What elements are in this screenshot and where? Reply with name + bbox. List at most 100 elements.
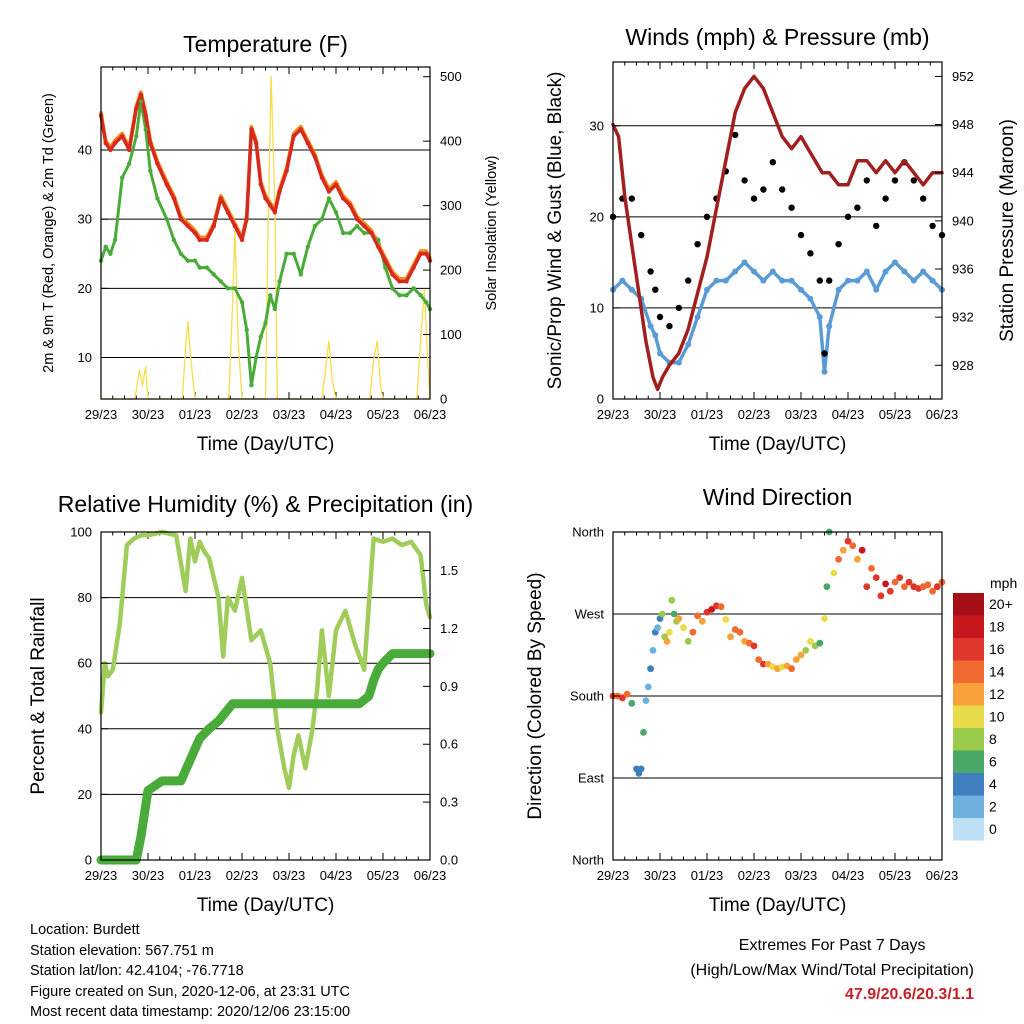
wind-point — [863, 268, 870, 275]
temp-point — [103, 140, 108, 146]
dewpoint-point — [390, 286, 395, 291]
dewpoint-point — [143, 127, 148, 132]
y-tick-label: 20 — [78, 787, 92, 802]
wind-point — [798, 286, 804, 293]
direction-point — [722, 616, 730, 623]
wind-point — [713, 277, 720, 284]
x-tick-label: 02/23 — [738, 407, 771, 422]
dewpoint-point — [362, 230, 367, 236]
wind-point — [854, 277, 861, 284]
temp-point — [272, 210, 278, 215]
y2-tick-label: 952 — [952, 69, 974, 84]
temp-point — [164, 182, 169, 187]
dewpoint-point — [232, 286, 238, 291]
temp-point — [249, 127, 254, 132]
direction-point — [788, 665, 795, 673]
dewpoint-point — [164, 217, 169, 222]
gust-point — [694, 241, 701, 248]
chart-title: Relative Humidity (%) & Precipitation (i… — [58, 491, 473, 517]
chart-panel-1: Temperature (F) 29/23 30/23 01/23 02/23 03/23… — [41, 31, 500, 455]
legend-label: 0 — [989, 821, 997, 837]
x-tick-label: 05/23 — [879, 868, 912, 883]
y-tick-label: 40 — [78, 143, 92, 158]
direction-point — [877, 592, 885, 600]
x-axis-label: Time (Day/UTC) — [709, 895, 847, 916]
x-tick-label: 29/23 — [85, 868, 118, 883]
temp-point — [211, 223, 216, 229]
x-axis-label: Time (Day/UTC) — [197, 434, 335, 455]
direction-point — [823, 583, 831, 591]
direction-point — [802, 647, 810, 654]
gust-point — [760, 186, 767, 193]
wind-point — [910, 277, 917, 284]
gust-point — [920, 195, 927, 202]
temp-point — [305, 140, 310, 146]
x-tick-label: 30/23 — [644, 407, 677, 422]
direction-point — [708, 606, 716, 613]
wind-point — [694, 314, 701, 320]
direction-point — [755, 656, 763, 663]
direction-point — [882, 580, 889, 588]
direction-point — [797, 651, 805, 659]
gust-point — [675, 304, 682, 312]
direction-point — [649, 647, 657, 654]
y2-axis-label: Solar Insolation (Yellow) — [484, 155, 500, 310]
chart-panel-4: Wind Direction 29/23 30/23 01/23 02/23 03/23 0… — [525, 484, 1017, 916]
gust-point — [826, 277, 833, 284]
dewpoint-point — [178, 251, 184, 256]
direction-point — [668, 596, 676, 604]
direction-point — [694, 612, 701, 620]
x-tick-label: 01/23 — [179, 868, 212, 883]
temp-point — [127, 147, 132, 153]
legend-swatch — [953, 818, 984, 841]
legend-label: 16 — [989, 641, 1005, 657]
dewpoint-point — [225, 286, 231, 291]
dewpoint-point — [277, 279, 282, 284]
chart-panel-3: Relative Humidity (%) & Precipitation (i… — [28, 491, 473, 916]
wind-point — [704, 286, 710, 293]
direction-point — [642, 697, 650, 704]
wind-point — [741, 259, 748, 266]
plot-frame — [100, 531, 431, 861]
gust-point — [628, 195, 635, 202]
legend-swatch — [953, 773, 984, 796]
direction-point — [835, 555, 842, 563]
dewpoint-point — [272, 306, 278, 312]
x-tick-label: 02/23 — [226, 868, 259, 883]
plot-frame — [612, 61, 943, 400]
dewpoint-point — [397, 293, 402, 298]
dewpoint-point — [103, 244, 108, 249]
dewpoint-point — [120, 175, 125, 180]
temp-point — [148, 140, 153, 146]
pressure-line — [611, 74, 944, 392]
direction-point — [821, 615, 828, 622]
dewpoint-point — [211, 272, 216, 277]
wind-point — [901, 268, 908, 275]
y-axis-label: Percent & Total Rainfall — [28, 597, 49, 794]
x-tick-label: 01/23 — [691, 868, 724, 883]
x-tick-label: 04/23 — [832, 868, 865, 883]
direction-point — [854, 555, 861, 563]
wind-point — [779, 277, 786, 284]
x-tick-label: 29/23 — [85, 407, 118, 422]
dewpoint-point — [239, 300, 245, 305]
y2-tick-label: 0.9 — [440, 679, 458, 694]
humidity-line — [98, 529, 433, 791]
direction-point — [623, 690, 631, 698]
x-tick-label: 04/23 — [832, 407, 865, 422]
legend-label: 4 — [989, 776, 997, 792]
dewpoint-point — [298, 272, 303, 277]
temp-point — [120, 134, 125, 139]
direction-point — [868, 565, 875, 572]
temp-point — [354, 217, 360, 222]
wind-point — [816, 314, 823, 320]
temp-point — [277, 189, 282, 194]
wind-point — [807, 295, 814, 302]
gust-point — [788, 204, 795, 211]
direction-point — [872, 574, 880, 581]
direction-point — [886, 587, 894, 595]
wind-point — [647, 323, 654, 330]
y-axis-label: 2m & 9m T (Red, Orange) & 2m Td (Green) — [41, 93, 57, 373]
dewpoint-point — [204, 265, 209, 270]
dewpoint-point — [244, 327, 249, 332]
